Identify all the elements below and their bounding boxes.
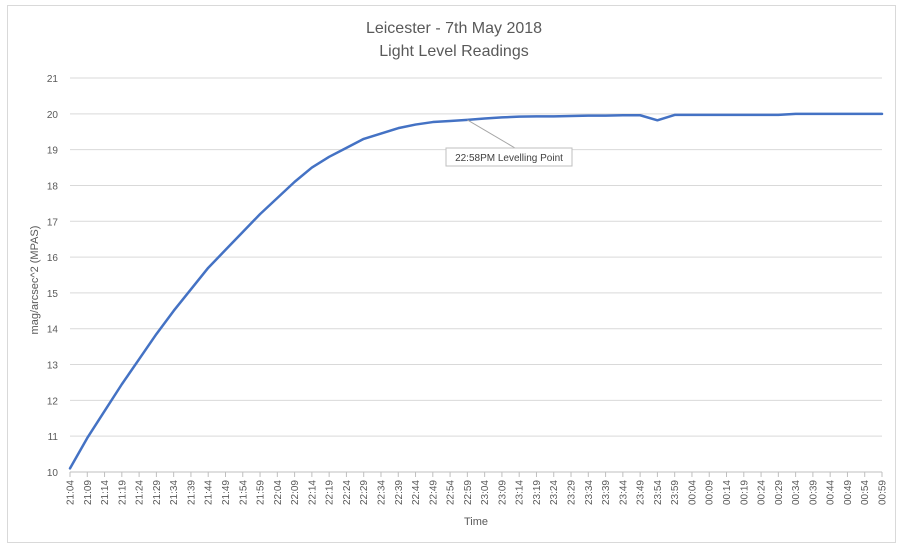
x-tick-label: 22:04 (273, 480, 284, 505)
y-axis-ticks: 10 11 12 13 14 15 16 17 18 19 20 21 (47, 74, 59, 479)
x-tick-label: 22:54 (446, 480, 457, 505)
x-tick-label: 23:44 (618, 480, 629, 505)
y-tick-label: 13 (47, 361, 59, 372)
x-tick-label: 21:09 (83, 480, 94, 505)
x-tick-label: 22:49 (428, 480, 439, 505)
x-tick-label: 21:19 (117, 480, 128, 505)
y-axis-title: mag/arcsec^2 (MPAS) (29, 226, 41, 335)
annotation-leader (467, 119, 516, 149)
x-tick-label: 21:59 (256, 480, 267, 505)
x-tick-label: 00:24 (757, 480, 768, 505)
x-tick-label: 00:09 (705, 480, 716, 505)
x-tick-label: 22:34 (376, 480, 387, 505)
x-axis-ticks: 21:04 21:09 21:14 21:19 21:24 21:29 21:34 21:39… (66, 472, 889, 505)
x-tick-label: 00:59 (878, 480, 889, 505)
y-tick-label: 18 (47, 181, 59, 192)
x-tick-label: 21:49 (221, 480, 232, 505)
x-tick-label: 23:14 (515, 480, 526, 505)
x-tick-label: 21:39 (186, 480, 197, 505)
x-tick-label: 23:09 (497, 480, 508, 505)
chart-svg: Leicester - 7th May 2018 Light Level Rea… (29, 20, 889, 528)
chart-frame: Leicester - 7th May 2018 Light Level Rea… (7, 5, 896, 543)
x-tick-label: 00:29 (774, 480, 785, 505)
x-tick-label: 00:44 (826, 480, 837, 505)
x-tick-label: 21:24 (135, 480, 146, 505)
x-tick-label: 23:04 (480, 480, 491, 505)
y-tick-label: 15 (47, 289, 59, 300)
x-tick-label: 00:34 (791, 480, 802, 505)
x-tick-label: 22:39 (394, 480, 405, 505)
x-tick-label: 00:19 (739, 480, 750, 505)
annotation-label: 22:58PM Levelling Point (455, 153, 563, 164)
annotation-box (445, 147, 573, 167)
annotation-layer: 22:58PM Levelling Point (445, 119, 573, 167)
x-tick-label: 22:24 (342, 480, 353, 505)
x-tick-label: 00:54 (860, 480, 871, 505)
x-tick-label: 00:14 (722, 480, 733, 505)
y-tick-label: 19 (47, 146, 59, 157)
x-tick-label: 00:49 (843, 480, 854, 505)
x-tick-label: 22:59 (463, 480, 474, 505)
series-line (68, 112, 884, 470)
x-tick-label: 23:19 (532, 480, 543, 505)
x-tick-label: 23:24 (549, 480, 560, 505)
x-tick-label: 22:29 (359, 480, 370, 505)
chart-title: Leicester - 7th May 2018 (366, 20, 542, 37)
x-tick-label: 21:14 (100, 480, 111, 505)
x-tick-label: 21:54 (238, 480, 249, 505)
x-tick-label: 23:34 (584, 480, 595, 505)
chart-subtitle: Light Level Readings (379, 43, 528, 60)
x-tick-label: 00:39 (808, 480, 819, 505)
y-tick-label: 16 (47, 253, 59, 264)
x-tick-label: 23:54 (653, 480, 664, 505)
x-tick-label: 22:09 (290, 480, 301, 505)
x-tick-label: 21:34 (169, 480, 180, 505)
y-tick-label: 11 (48, 432, 59, 443)
y-tick-label: 20 (47, 110, 59, 121)
x-tick-label: 23:39 (601, 480, 612, 505)
x-tick-label: 23:59 (670, 480, 681, 505)
x-axis-title: Time (464, 516, 488, 528)
y-tick-label: 10 (47, 468, 59, 479)
x-tick-label: 21:44 (204, 480, 215, 505)
y-tick-label: 17 (47, 217, 59, 228)
y-tick-label: 12 (47, 396, 59, 407)
y-tick-label: 21 (47, 74, 59, 85)
x-tick-label: 22:19 (325, 480, 336, 505)
series-layer (68, 112, 884, 470)
x-tick-label: 22:44 (411, 480, 422, 505)
x-tick-label: 22:14 (307, 480, 318, 505)
grid-lines (70, 77, 882, 473)
x-tick-label: 23:29 (567, 480, 578, 505)
x-tick-label: 21:29 (152, 480, 163, 505)
y-tick-label: 14 (47, 325, 59, 336)
x-tick-label: 00:04 (687, 480, 698, 505)
x-tick-label: 23:49 (636, 480, 647, 505)
x-tick-label: 21:04 (66, 480, 77, 505)
